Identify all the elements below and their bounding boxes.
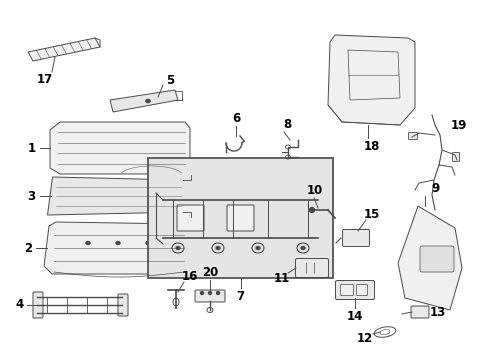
Ellipse shape (176, 247, 180, 249)
Ellipse shape (146, 99, 150, 103)
Ellipse shape (256, 247, 260, 249)
Polygon shape (328, 35, 415, 125)
Polygon shape (50, 122, 190, 174)
Text: 2: 2 (24, 242, 32, 255)
FancyBboxPatch shape (452, 153, 460, 162)
Text: 11: 11 (274, 271, 290, 284)
Text: 12: 12 (357, 332, 373, 345)
FancyBboxPatch shape (420, 246, 454, 272)
FancyBboxPatch shape (177, 205, 204, 231)
Polygon shape (44, 222, 192, 274)
FancyBboxPatch shape (33, 292, 43, 318)
Polygon shape (28, 38, 100, 61)
Text: 3: 3 (27, 189, 36, 202)
Ellipse shape (217, 292, 220, 294)
Polygon shape (398, 206, 462, 310)
Ellipse shape (116, 242, 120, 244)
FancyBboxPatch shape (336, 280, 374, 300)
Text: 8: 8 (283, 117, 291, 131)
FancyBboxPatch shape (409, 132, 417, 140)
Text: 10: 10 (307, 184, 323, 197)
FancyBboxPatch shape (295, 258, 328, 278)
Text: 13: 13 (430, 306, 446, 319)
Ellipse shape (86, 242, 90, 244)
Text: 9: 9 (431, 181, 439, 194)
Text: 14: 14 (347, 310, 363, 323)
Text: 17: 17 (37, 72, 53, 86)
Ellipse shape (216, 247, 220, 249)
Text: 18: 18 (364, 140, 380, 153)
Ellipse shape (209, 292, 212, 294)
Text: 6: 6 (232, 112, 240, 125)
Text: 15: 15 (364, 207, 380, 220)
FancyBboxPatch shape (148, 158, 333, 278)
Polygon shape (48, 177, 188, 215)
Text: 7: 7 (237, 289, 245, 302)
Ellipse shape (200, 292, 203, 294)
FancyBboxPatch shape (341, 284, 353, 296)
Ellipse shape (146, 242, 150, 244)
Polygon shape (110, 90, 178, 112)
FancyBboxPatch shape (411, 306, 429, 318)
FancyBboxPatch shape (195, 290, 225, 302)
Text: 16: 16 (182, 270, 198, 283)
Text: 1: 1 (28, 141, 36, 154)
Text: 20: 20 (202, 266, 218, 279)
Text: 4: 4 (16, 298, 24, 311)
FancyBboxPatch shape (357, 284, 368, 296)
FancyBboxPatch shape (343, 230, 369, 247)
Ellipse shape (301, 247, 305, 249)
FancyBboxPatch shape (118, 294, 128, 316)
FancyBboxPatch shape (227, 205, 254, 231)
Text: 5: 5 (166, 73, 174, 86)
Text: 19: 19 (451, 118, 467, 131)
Ellipse shape (310, 207, 315, 212)
